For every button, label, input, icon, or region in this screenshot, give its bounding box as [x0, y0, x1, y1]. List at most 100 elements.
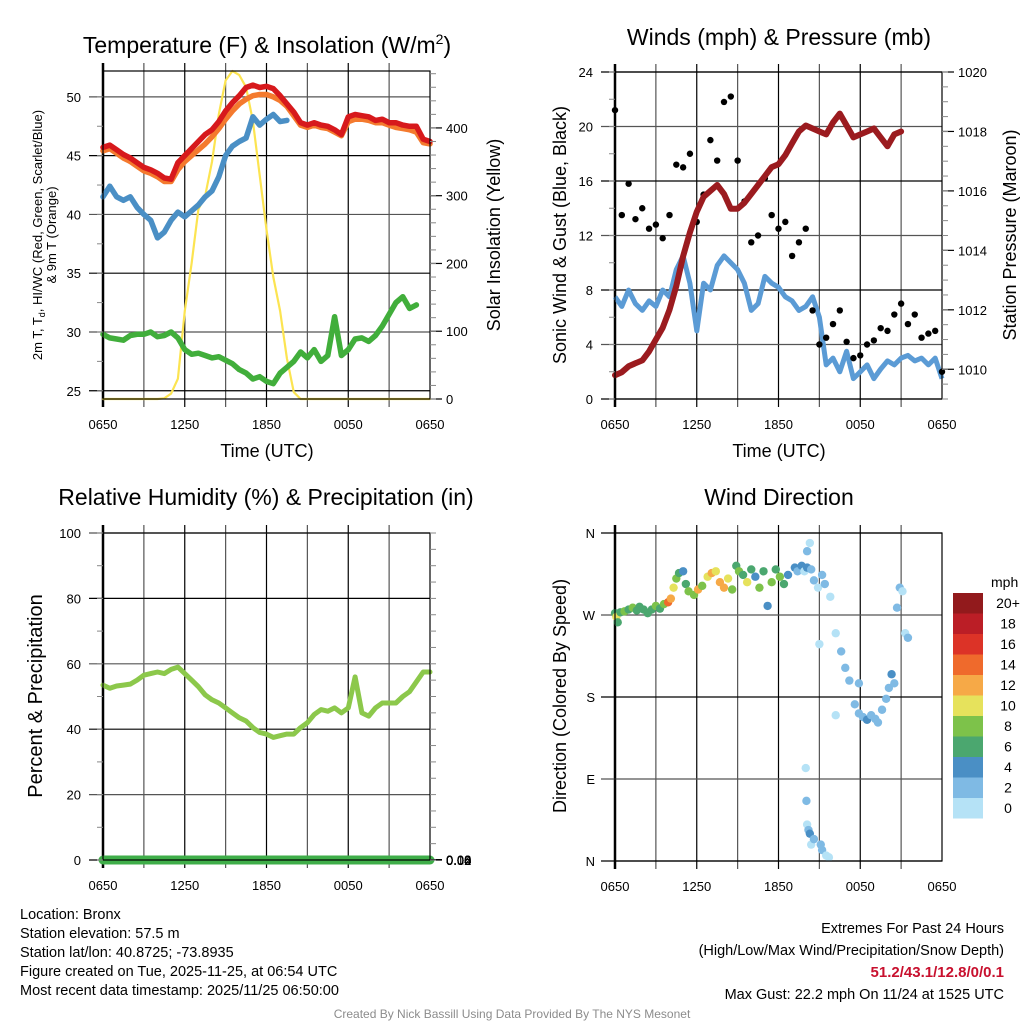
- gust-point: [652, 221, 660, 228]
- colorbar-label: 6: [1004, 739, 1012, 755]
- direction-point: [836, 647, 846, 656]
- colorbar-swatch: [953, 593, 983, 614]
- gust-point: [850, 354, 857, 362]
- temperature-chart: Temperature (F) & Insolation (W/m2) 25 30…: [30, 31, 504, 461]
- direction-point: [763, 601, 772, 611]
- y-tick-label: 40: [67, 722, 81, 737]
- wind-direction-points: [610, 538, 913, 862]
- gust-point: [686, 150, 694, 157]
- x-tick-label: 0050: [846, 417, 875, 432]
- colorbar-swatch: [953, 613, 983, 634]
- x-tick-label: 1250: [682, 417, 711, 432]
- y-tick-label: N: [586, 854, 595, 869]
- gust-point: [659, 235, 666, 242]
- gust-point: [748, 239, 755, 246]
- pressure-y-label: Station Pressure (Maroon): [1000, 129, 1020, 340]
- temperature-chart-title: Temperature (F) & Insolation (W/m2): [83, 31, 451, 58]
- wind-direction-x-ticks: 0650 1250 1850 0050 0650: [601, 879, 957, 894]
- direction-point: [751, 572, 760, 581]
- temperature-x-ticks: 0650 1250 1850 0050 0650: [89, 417, 445, 432]
- direction-point: [698, 581, 707, 591]
- elevation-text: Station elevation: 57.5 m: [20, 926, 180, 942]
- winds-x-label: Time (UTC): [732, 441, 825, 461]
- gust-point: [639, 205, 646, 212]
- gust-point: [788, 252, 796, 260]
- y2-tick-label: 1010: [958, 362, 987, 377]
- colorbar-label: 12: [1000, 677, 1016, 693]
- colorbar-swatch: [953, 654, 983, 675]
- x-tick-label: 0650: [928, 417, 957, 432]
- location-text: Location: Bronx: [20, 907, 121, 923]
- direction-point: [892, 603, 902, 612]
- winds-x-ticks: 0650 1250 1850 0050 0650: [601, 417, 957, 432]
- y2-tick-label: 0.00: [446, 853, 471, 868]
- credit-text: Created By Nick Bassill Using Data Provi…: [333, 1007, 691, 1021]
- winds-series: [611, 93, 946, 382]
- y-tick-label: 0: [586, 392, 593, 407]
- direction-point: [755, 583, 764, 592]
- direction-point: [815, 639, 824, 649]
- x-tick-label: 0650: [89, 878, 118, 893]
- gust-point: [632, 215, 639, 223]
- y-tick-label: 60: [67, 657, 81, 672]
- humidity-grid: [89, 525, 430, 868]
- precip-y-ticks: 0.000.020.040.060.080.10: [430, 532, 471, 868]
- direction-point: [681, 579, 691, 589]
- y-tick-label: 0: [74, 853, 81, 868]
- x-tick-label: 1850: [252, 878, 281, 893]
- gust-point: [857, 352, 864, 359]
- y-tick-label: W: [583, 608, 596, 623]
- y-tick-label: 35: [67, 266, 81, 281]
- series-relative-humidity: [100, 664, 433, 740]
- x-tick-label: 0650: [601, 417, 630, 432]
- direction-point: [898, 587, 907, 596]
- temperature-y-ticks: 25 30 35 40 45 50: [67, 90, 103, 399]
- y-tick-label: 20: [579, 120, 593, 135]
- y2-tick-label: 1020: [958, 65, 987, 80]
- x-tick-label: 0650: [928, 879, 957, 894]
- gust-point: [679, 164, 687, 171]
- x-tick-label: 0650: [601, 879, 630, 894]
- direction-point: [826, 592, 835, 601]
- temperature-y-label-line2: & 9m T (Orange): [44, 186, 59, 283]
- direction-point: [820, 579, 830, 589]
- wind-direction-grid: [601, 525, 942, 869]
- series-hi-wc: [103, 115, 389, 238]
- gust-point: [904, 320, 912, 328]
- direction-point: [779, 579, 789, 589]
- direction-point: [809, 834, 819, 844]
- y-tick-label: N: [586, 526, 595, 541]
- gust-point: [768, 211, 775, 219]
- direction-point: [841, 663, 850, 673]
- series-td: [100, 293, 420, 387]
- direction-point: [666, 594, 676, 603]
- y2-tick-label: 0.02: [446, 853, 471, 868]
- direction-point: [775, 572, 785, 581]
- gust-point: [829, 320, 837, 328]
- direction-point: [613, 618, 622, 627]
- gust-point: [727, 93, 735, 100]
- x-tick-label: 1850: [764, 417, 793, 432]
- direction-point: [742, 578, 752, 587]
- direction-point: [727, 585, 737, 594]
- colorbar-title: mph: [991, 574, 1018, 590]
- direction-point: [824, 853, 834, 862]
- gust-point: [870, 337, 878, 344]
- x-tick-label: 1850: [252, 417, 281, 432]
- colorbar-label: 18: [1000, 616, 1016, 632]
- y-tick-label: 4: [586, 338, 593, 353]
- gust-point: [931, 327, 939, 335]
- gust-point: [734, 157, 741, 164]
- direction-point: [887, 670, 896, 679]
- y-tick-label: 24: [579, 65, 593, 80]
- max-gust-text: Max Gust: 22.2 mph On 11/24 at 1525 UTC: [724, 987, 1004, 1003]
- extremes-values: 51.2/43.1/12.8/0/0.1: [870, 964, 1004, 981]
- station-info: Location: Bronx Station elevation: 57.5 …: [20, 906, 339, 1001]
- direction-point: [802, 796, 811, 806]
- colorbar-swatch: [953, 798, 983, 819]
- y-tick-label: 80: [67, 591, 81, 606]
- colorbar-swatch: [953, 777, 983, 798]
- y-tick-label: 16: [579, 174, 593, 189]
- wind-direction-chart-title: Wind Direction: [704, 484, 854, 510]
